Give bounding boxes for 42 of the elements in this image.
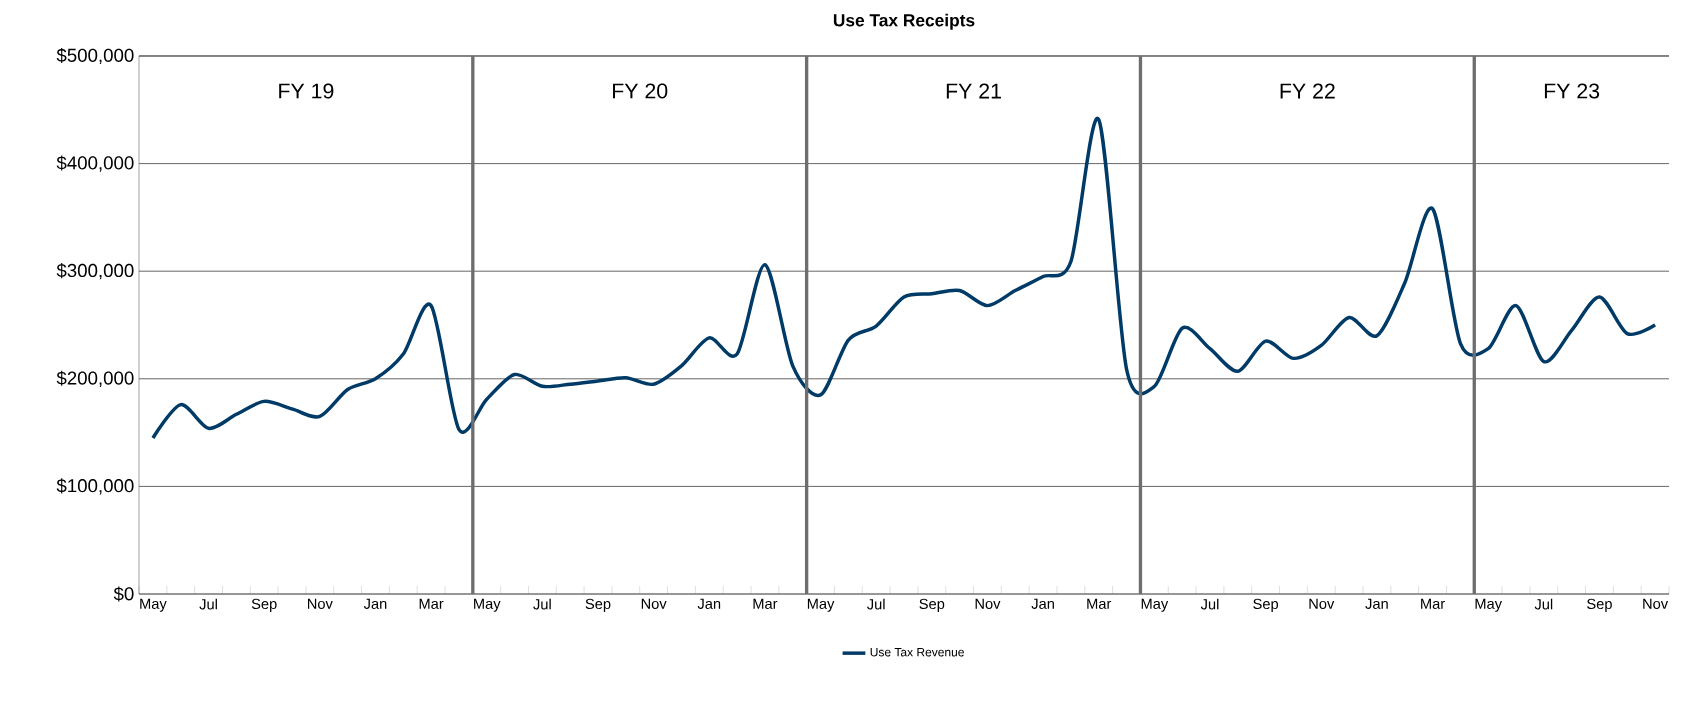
annotation: FY 23 bbox=[1544, 83, 1600, 99]
x-tick-label: Nov bbox=[641, 598, 667, 609]
annotation: FY 21 bbox=[946, 83, 1001, 99]
x-tick-label: Jul bbox=[867, 598, 885, 610]
y-tick-label: $200,000 bbox=[56, 370, 134, 387]
x-tick-label: Sep bbox=[585, 598, 611, 612]
x-tick-label: May bbox=[1475, 598, 1502, 612]
x-tick-label: Sep bbox=[919, 598, 945, 612]
x-tick-label: May bbox=[474, 598, 501, 612]
legend-label: Use Tax Revenue bbox=[870, 648, 964, 657]
x-tick-label: Sep bbox=[1587, 598, 1612, 612]
y-tick-label: $100,000 bbox=[56, 478, 134, 495]
x-tick-label: Mar bbox=[753, 598, 778, 609]
x-tick-label: Nov bbox=[1643, 598, 1669, 609]
x-tick-label: Nov bbox=[307, 598, 333, 609]
y-tick-label: $500,000 bbox=[56, 47, 134, 65]
y-tick-label: $400,000 bbox=[56, 155, 134, 172]
x-tick-label: Mar bbox=[1421, 598, 1445, 609]
x-tick-label: May bbox=[140, 598, 167, 612]
chart-title: Use Tax Receipts bbox=[833, 13, 975, 30]
x-tick-label: May bbox=[1141, 598, 1169, 612]
x-tick-label: Jul bbox=[1534, 598, 1553, 610]
y-tick-label: $0 bbox=[113, 586, 134, 602]
annotation: FY 22 bbox=[1280, 83, 1335, 99]
x-tick-label: Jul bbox=[199, 598, 217, 610]
x-tick-label: Jul bbox=[1200, 598, 1219, 610]
x-tick-label: Sep bbox=[251, 598, 277, 612]
x-tick-label: Jan bbox=[697, 598, 721, 609]
line-series bbox=[151, 117, 1657, 440]
x-tick-label: Jan bbox=[1031, 598, 1054, 609]
x-tick-label: Nov bbox=[1309, 598, 1335, 609]
y-tick-label: $300,000 bbox=[56, 263, 134, 280]
x-tick-label: Sep bbox=[1253, 598, 1279, 612]
x-tick-label: Nov bbox=[975, 598, 1001, 609]
x-tick-label: Mar bbox=[1087, 598, 1112, 609]
x-tick-label: Jan bbox=[1365, 598, 1388, 609]
x-tick-label: Jan bbox=[363, 598, 387, 609]
x-tick-label: Mar bbox=[419, 598, 444, 609]
x-tick-label: May bbox=[807, 598, 835, 612]
annotation: FY 20 bbox=[613, 83, 668, 99]
x-tick-label: Jul bbox=[533, 598, 551, 610]
annotation: FY 19 bbox=[279, 83, 334, 99]
